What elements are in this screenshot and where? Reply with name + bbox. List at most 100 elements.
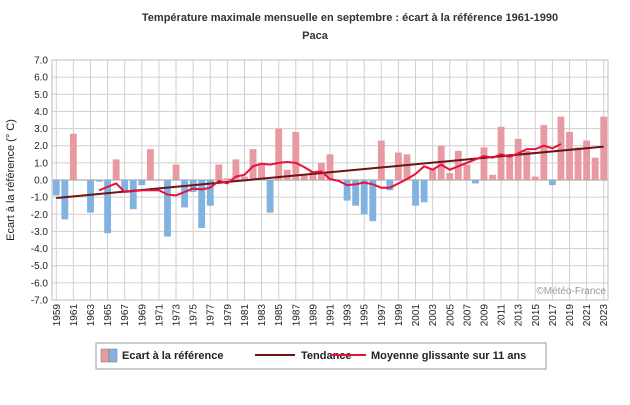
bar-2020 bbox=[574, 147, 582, 180]
legend-bars-swatch bbox=[100, 348, 118, 363]
legend-trend-label: Tendance bbox=[301, 350, 352, 362]
x-tick-label: 1959 bbox=[52, 304, 63, 327]
bar-1974 bbox=[181, 180, 189, 208]
bar-2022 bbox=[591, 157, 599, 180]
bar-2008 bbox=[471, 180, 479, 184]
bar-1989 bbox=[309, 171, 317, 180]
bar-1968 bbox=[129, 180, 137, 210]
y-tick-labels: -7.0 -6.0 -5.0 -4.0 -3.0 -2.0 -1.0 0.0 1.0 2.0 3.0… bbox=[31, 56, 49, 307]
bar-2012 bbox=[506, 154, 514, 180]
bar-1981 bbox=[241, 176, 248, 180]
x-tick-label: 1997 bbox=[377, 304, 388, 327]
chart-subtitle: Paca bbox=[302, 30, 329, 42]
x-tick-label: 2013 bbox=[514, 304, 525, 327]
x-tick-label: 2015 bbox=[531, 304, 542, 327]
bar-2000 bbox=[403, 154, 411, 180]
bar-1961 bbox=[69, 133, 77, 180]
legend-bars-label: Ecart à la référence bbox=[122, 350, 224, 362]
bar-1965 bbox=[104, 180, 112, 234]
y-tick-label: -1.0 bbox=[31, 193, 49, 204]
bar-2018 bbox=[557, 116, 565, 180]
bar-1986 bbox=[283, 169, 291, 180]
bar-1987 bbox=[292, 132, 300, 180]
bar-1964 bbox=[95, 180, 103, 182]
bar-1959 bbox=[52, 180, 60, 196]
x-tick-label: 1985 bbox=[274, 304, 285, 327]
bar-1980 bbox=[232, 159, 240, 180]
legend-box bbox=[95, 342, 547, 370]
bar-2021 bbox=[583, 140, 591, 180]
bar-2002 bbox=[420, 180, 428, 203]
x-tick-label: 2017 bbox=[548, 304, 559, 327]
credit: ©Météo-France bbox=[536, 286, 606, 297]
x-tick-label: 1963 bbox=[86, 304, 97, 327]
bar-1988 bbox=[300, 174, 308, 180]
x-tick-label: 1961 bbox=[69, 304, 80, 327]
bar-1966 bbox=[112, 159, 120, 180]
bar-2023 bbox=[600, 116, 608, 180]
x-tick-label: 1995 bbox=[360, 304, 371, 327]
y-tick-label: -6.0 bbox=[31, 278, 49, 289]
bar-2005 bbox=[446, 173, 454, 180]
x-tick-label: 1983 bbox=[257, 304, 268, 327]
bar-1994 bbox=[352, 180, 360, 206]
y-tick-label: 5.0 bbox=[34, 90, 48, 101]
x-tick-label: 1999 bbox=[394, 304, 405, 327]
x-tick-labels: 1959 1961 1963 1965 1967 1969 1971 1973 1975 1977… bbox=[52, 304, 610, 327]
bar-1969 bbox=[138, 180, 146, 186]
x-tick-label: 1981 bbox=[240, 304, 251, 327]
x-tick-label: 2011 bbox=[497, 304, 508, 326]
x-tick-label: 2003 bbox=[428, 304, 439, 327]
x-tick-label: 2007 bbox=[462, 304, 473, 327]
plot-frame bbox=[51, 59, 609, 301]
bar-1976 bbox=[198, 180, 206, 228]
moving-average-line bbox=[98, 143, 562, 197]
x-tick-label: 1973 bbox=[172, 304, 183, 327]
bar-2001 bbox=[412, 180, 419, 206]
bar-2003 bbox=[429, 169, 437, 180]
y-tick-label: 0.0 bbox=[34, 176, 48, 187]
x-tick-label: 2019 bbox=[565, 304, 576, 327]
bar-1993 bbox=[343, 180, 351, 201]
x-tick-label: 1965 bbox=[103, 304, 114, 327]
bar-2009 bbox=[480, 147, 488, 180]
bar-1963 bbox=[87, 180, 94, 213]
chart-title: Température maximale mensuelle en septem… bbox=[142, 12, 558, 24]
x-tick-label: 1989 bbox=[308, 304, 319, 327]
bar-1977 bbox=[206, 180, 214, 206]
bar-2010 bbox=[489, 174, 496, 180]
bar-1979 bbox=[223, 178, 231, 180]
x-tick-label: 1977 bbox=[206, 304, 217, 327]
bar-1978 bbox=[215, 164, 223, 180]
bar-1997 bbox=[377, 140, 385, 180]
bar-1982 bbox=[249, 149, 257, 180]
bar-1960 bbox=[61, 180, 69, 220]
y-tick-label: -5.0 bbox=[31, 261, 49, 272]
bar-2013 bbox=[514, 138, 522, 180]
x-tick-label: 2001 bbox=[411, 304, 422, 327]
bar-1970 bbox=[146, 149, 154, 180]
y-tick-label: 1.0 bbox=[34, 158, 48, 169]
y-tick-label: 2.0 bbox=[34, 141, 48, 152]
x-tick-label: 1969 bbox=[137, 304, 148, 327]
x-tick-label: 2005 bbox=[445, 304, 456, 327]
x-tick-label: 1991 bbox=[326, 304, 337, 327]
bar-2015 bbox=[531, 176, 539, 180]
y-tick-label: 3.0 bbox=[34, 124, 48, 135]
bar-1996 bbox=[369, 180, 377, 222]
bar-2017 bbox=[548, 180, 556, 186]
bar-1985 bbox=[275, 128, 283, 180]
bar-2019 bbox=[566, 132, 573, 180]
bar-2004 bbox=[437, 145, 445, 180]
bar-1967 bbox=[121, 180, 129, 192]
x-tick-label: 1975 bbox=[189, 304, 200, 327]
bar-1995 bbox=[360, 180, 368, 215]
y-tick-label: 4.0 bbox=[34, 107, 48, 118]
bar-1984 bbox=[266, 180, 274, 213]
x-tick-label: 1967 bbox=[120, 304, 131, 327]
y-tick-label: 6.0 bbox=[34, 73, 48, 84]
y-tick-label: -2.0 bbox=[31, 210, 49, 221]
bar-1998 bbox=[386, 180, 394, 191]
x-tick-label: 2009 bbox=[479, 304, 490, 327]
